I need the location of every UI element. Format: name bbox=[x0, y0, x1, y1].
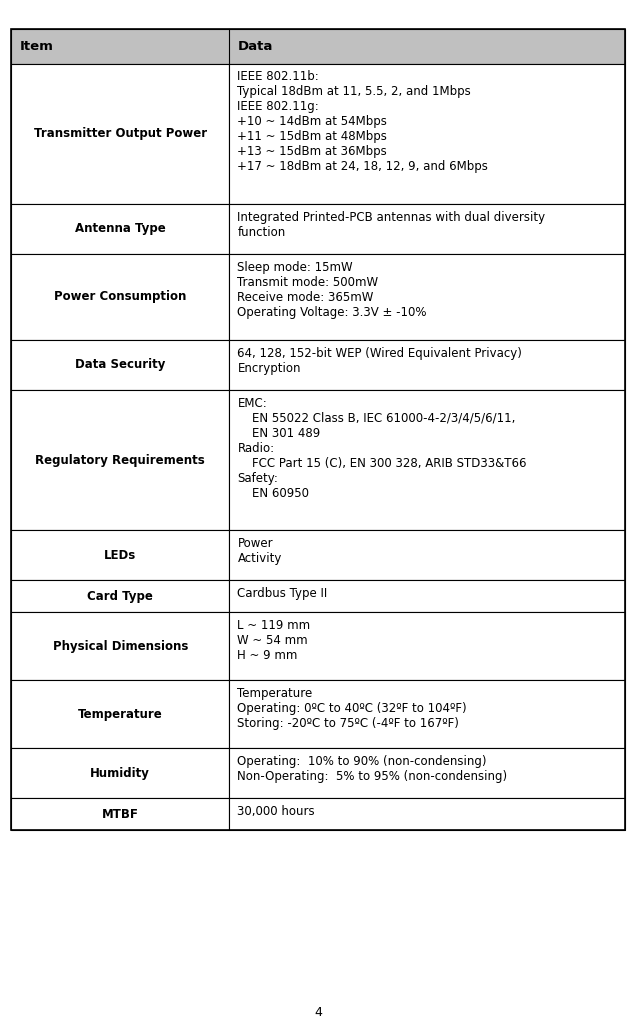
Text: Power Consumption: Power Consumption bbox=[54, 290, 186, 303]
Text: EMC:
    EN 55022 Class B, IEC 61000-4-2/3/4/5/6/11,
    EN 301 489
Radio:
    F: EMC: EN 55022 Class B, IEC 61000-4-2/3/4… bbox=[237, 397, 527, 500]
Bar bbox=[229, 612, 625, 681]
Text: 4: 4 bbox=[314, 1006, 322, 1020]
Text: Data: Data bbox=[237, 40, 273, 52]
Text: 64, 128, 152-bit WEP (Wired Equivalent Privacy)
Encryption: 64, 128, 152-bit WEP (Wired Equivalent P… bbox=[237, 346, 522, 375]
Bar bbox=[11, 681, 229, 748]
Bar bbox=[11, 340, 229, 390]
Bar bbox=[11, 798, 229, 831]
Text: Power
Activity: Power Activity bbox=[237, 537, 282, 565]
Bar bbox=[11, 64, 229, 204]
Text: Item: Item bbox=[20, 40, 53, 52]
Text: Physical Dimensions: Physical Dimensions bbox=[53, 639, 188, 653]
Text: Antenna Type: Antenna Type bbox=[75, 222, 165, 235]
Text: Transmitter Output Power: Transmitter Output Power bbox=[34, 127, 207, 140]
Bar bbox=[229, 681, 625, 748]
Text: Data Security: Data Security bbox=[75, 359, 165, 371]
Text: Sleep mode: 15mW
Transmit mode: 500mW
Receive mode: 365mW
Operating Voltage: 3.3: Sleep mode: 15mW Transmit mode: 500mW Re… bbox=[237, 261, 427, 319]
Bar bbox=[11, 29, 625, 64]
Text: LEDs: LEDs bbox=[104, 549, 136, 561]
Text: 30,000 hours: 30,000 hours bbox=[237, 805, 315, 818]
Bar bbox=[229, 748, 625, 798]
Bar bbox=[229, 390, 625, 530]
Bar bbox=[229, 64, 625, 204]
Text: MTBF: MTBF bbox=[102, 808, 139, 820]
Bar bbox=[11, 204, 229, 254]
Bar bbox=[11, 612, 229, 681]
Text: Temperature: Temperature bbox=[78, 707, 163, 721]
Bar bbox=[229, 204, 625, 254]
Text: Temperature
Operating: 0ºC to 40ºC (32ºF to 104ºF)
Storing: -20ºC to 75ºC (-4ºF : Temperature Operating: 0ºC to 40ºC (32ºF… bbox=[237, 687, 467, 730]
Text: Cardbus Type II: Cardbus Type II bbox=[237, 587, 328, 600]
Bar bbox=[11, 580, 229, 612]
Bar bbox=[11, 748, 229, 798]
Text: Card Type: Card Type bbox=[87, 590, 153, 602]
Bar bbox=[11, 254, 229, 340]
Bar bbox=[229, 340, 625, 390]
Bar bbox=[229, 530, 625, 580]
Bar bbox=[11, 29, 625, 831]
Bar bbox=[229, 580, 625, 612]
Text: Integrated Printed-PCB antennas with dual diversity
function: Integrated Printed-PCB antennas with dua… bbox=[237, 211, 546, 238]
Text: Operating:  10% to 90% (non-condensing)
Non-Operating:  5% to 95% (non-condensin: Operating: 10% to 90% (non-condensing) N… bbox=[237, 756, 508, 783]
Bar bbox=[229, 254, 625, 340]
Bar bbox=[11, 390, 229, 530]
Text: L ~ 119 mm
W ~ 54 mm
H ~ 9 mm: L ~ 119 mm W ~ 54 mm H ~ 9 mm bbox=[237, 619, 310, 662]
Text: Regulatory Requirements: Regulatory Requirements bbox=[36, 453, 205, 467]
Text: IEEE 802.11b:
Typical 18dBm at 11, 5.5, 2, and 1Mbps
IEEE 802.11g:
+10 ~ 14dBm a: IEEE 802.11b: Typical 18dBm at 11, 5.5, … bbox=[237, 71, 488, 174]
Bar bbox=[229, 798, 625, 831]
Text: Humidity: Humidity bbox=[90, 767, 150, 779]
Bar bbox=[11, 530, 229, 580]
